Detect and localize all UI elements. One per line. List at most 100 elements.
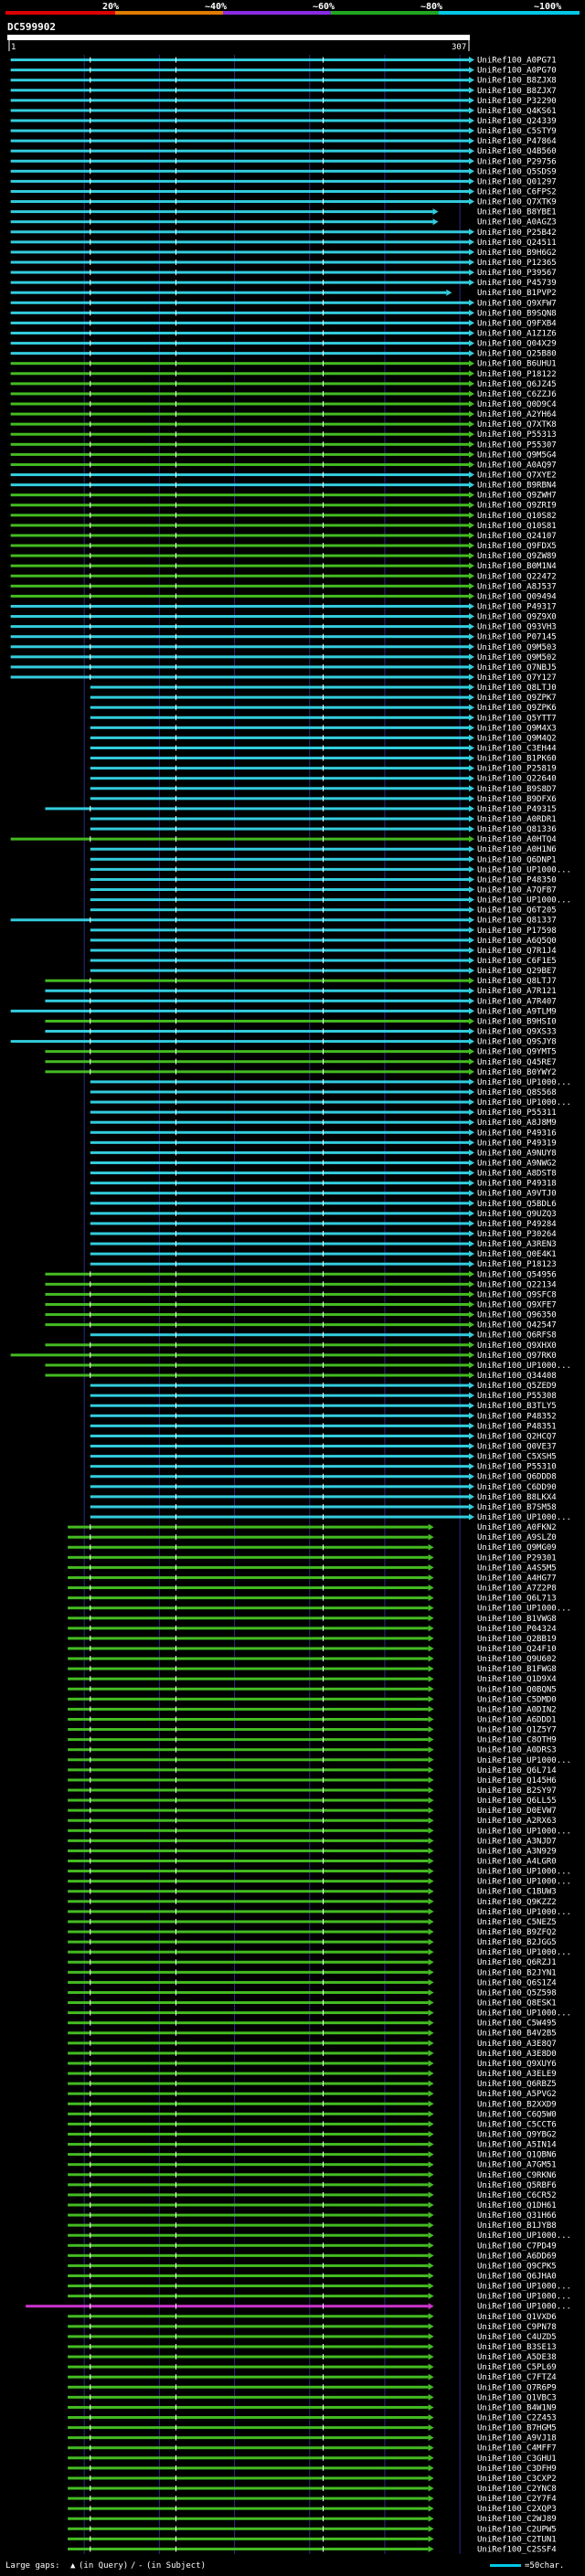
hit-bar[interactable] xyxy=(68,1930,429,1934)
hit-label[interactable]: UniRef100_Q1VBC3 xyxy=(477,2393,557,2402)
hit-label[interactable]: UniRef100_Q0E4K1 xyxy=(477,1250,557,1259)
hit-row[interactable]: UniRef100_A9NUY8 xyxy=(90,1149,557,1158)
hit-label[interactable]: UniRef100_Q5YTT7 xyxy=(477,714,557,723)
hit-row[interactable]: UniRef100_Q81337 xyxy=(10,917,557,926)
hit-row[interactable]: UniRef100_B2SY97 xyxy=(68,1786,557,1796)
hit-bar[interactable] xyxy=(68,2112,429,2115)
hit-bar[interactable] xyxy=(68,1818,429,1822)
hit-label[interactable]: UniRef100_Q1VXD6 xyxy=(477,2313,557,2322)
hit-row[interactable]: UniRef100_A1Z1Z6 xyxy=(10,330,557,339)
hit-bar[interactable] xyxy=(90,746,469,749)
hit-bar[interactable] xyxy=(68,1627,429,1630)
hit-bar[interactable] xyxy=(68,2537,429,2540)
hit-label[interactable]: UniRef100_Q7XTK9 xyxy=(477,198,557,207)
hit-bar[interactable] xyxy=(68,2153,429,2157)
hit-label[interactable]: UniRef100_UP1000... xyxy=(477,2303,571,2312)
hit-row[interactable]: UniRef100_A3REN3 xyxy=(90,1240,557,1249)
hit-label[interactable]: UniRef100_B9H6G2 xyxy=(477,249,557,258)
hit-label[interactable]: UniRef100_A7QFB7 xyxy=(477,886,557,896)
hit-label[interactable]: UniRef100_B3SE13 xyxy=(477,2343,557,2352)
hit-row[interactable]: UniRef100_B7HGM5 xyxy=(68,2424,557,2433)
hit-bar[interactable] xyxy=(68,1596,429,1600)
hit-label[interactable]: UniRef100_UP1000... xyxy=(477,1908,571,1917)
hit-label[interactable]: UniRef100_Q9ZWH7 xyxy=(477,492,557,501)
hit-label[interactable]: UniRef100_P25B42 xyxy=(477,228,557,238)
hit-label[interactable]: UniRef100_P48350 xyxy=(477,875,557,885)
hit-label[interactable]: UniRef100_Q9MG09 xyxy=(477,1543,557,1553)
hit-row[interactable]: UniRef100_C3CXP2 xyxy=(68,2475,557,2484)
hit-bar[interactable] xyxy=(90,685,469,689)
hit-label[interactable]: UniRef100_C2Y7F4 xyxy=(477,2495,557,2504)
hit-row[interactable]: UniRef100_Q24F10 xyxy=(68,1645,557,1654)
hit-bar[interactable] xyxy=(10,1040,469,1044)
hit-row[interactable]: UniRef100_UP1000... xyxy=(90,865,571,875)
hit-bar[interactable] xyxy=(10,119,469,122)
hit-row[interactable]: UniRef100_UP1000... xyxy=(68,1878,571,1887)
hit-bar[interactable] xyxy=(68,2426,429,2430)
hit-label[interactable]: UniRef100_B3TLY5 xyxy=(477,1402,557,1411)
hit-label[interactable]: UniRef100_A7Z2P8 xyxy=(477,1585,557,1594)
hit-row[interactable]: UniRef100_Q0D9C4 xyxy=(10,400,557,409)
hit-row[interactable]: UniRef100_UP1000... xyxy=(26,2303,571,2312)
hit-bar[interactable] xyxy=(10,129,469,133)
hit-label[interactable]: UniRef100_Q42547 xyxy=(477,1321,557,1330)
hit-row[interactable]: UniRef100_Q6RZJ1 xyxy=(68,1958,557,1967)
hit-row[interactable]: UniRef100_UP1000... xyxy=(68,2231,571,2241)
hit-bar[interactable] xyxy=(10,332,469,335)
hit-row[interactable]: UniRef100_C5CCT6 xyxy=(68,2120,557,2129)
hit-row[interactable]: UniRef100_Q22640 xyxy=(90,775,557,784)
hit-row[interactable]: UniRef100_Q45RE7 xyxy=(45,1058,557,1067)
hit-row[interactable]: UniRef100_B2JYN1 xyxy=(68,1968,557,1977)
hit-bar[interactable] xyxy=(45,807,469,811)
hit-row[interactable]: UniRef100_A6DD69 xyxy=(68,2252,557,2261)
hit-bar[interactable] xyxy=(68,1565,429,1569)
hit-row[interactable]: UniRef100_A0DIN2 xyxy=(68,1705,557,1714)
hit-label[interactable]: UniRef100_Q145H6 xyxy=(477,1776,557,1786)
hit-label[interactable]: UniRef100_Q9M502 xyxy=(477,653,557,663)
hit-label[interactable]: UniRef100_P55313 xyxy=(477,430,557,440)
hit-bar[interactable] xyxy=(68,1657,429,1660)
hit-label[interactable]: UniRef100_Q22472 xyxy=(477,572,557,581)
hit-bar[interactable] xyxy=(90,705,469,709)
hit-label[interactable]: UniRef100_C1BUW3 xyxy=(477,1888,557,1897)
hit-row[interactable]: UniRef100_Q7XTK8 xyxy=(10,420,557,429)
hit-row[interactable]: UniRef100_P49317 xyxy=(10,602,557,611)
hit-row[interactable]: UniRef100_UP1000... xyxy=(90,1513,571,1522)
hit-bar[interactable] xyxy=(90,1171,469,1175)
hit-label[interactable]: UniRef100_Q9CPK5 xyxy=(477,2262,557,2271)
hit-bar[interactable] xyxy=(68,2436,429,2440)
hit-label[interactable]: UniRef100_Q45RE7 xyxy=(477,1058,557,1067)
hit-bar[interactable] xyxy=(10,58,469,62)
hit-bar[interactable] xyxy=(10,402,469,406)
hit-bar[interactable] xyxy=(90,1212,469,1215)
hit-row[interactable]: UniRef100_Q7Y127 xyxy=(10,673,557,683)
hit-label[interactable]: UniRef100_Q6DDD8 xyxy=(477,1473,557,1482)
hit-label[interactable]: UniRef100_Q93VH3 xyxy=(477,623,557,632)
hit-label[interactable]: UniRef100_B8ZJX7 xyxy=(477,87,557,96)
hit-label[interactable]: UniRef100_Q0VE37 xyxy=(477,1443,557,1452)
hit-bar[interactable] xyxy=(10,462,469,466)
hit-row[interactable]: UniRef100_UP1000... xyxy=(90,1078,571,1087)
hit-label[interactable]: UniRef100_C2UPW5 xyxy=(477,2525,557,2534)
hit-row[interactable]: UniRef100_C3DFH9 xyxy=(68,2465,557,2474)
hit-row[interactable]: UniRef100_UP1000... xyxy=(90,1098,571,1108)
hit-bar[interactable] xyxy=(68,1748,429,1752)
hit-label[interactable]: UniRef100_C9RKN6 xyxy=(477,2171,557,2180)
hit-label[interactable]: UniRef100_C3GHU1 xyxy=(477,2454,557,2464)
hit-bar[interactable] xyxy=(45,1070,469,1074)
hit-row[interactable]: UniRef100_UP1000... xyxy=(68,1908,571,1917)
hit-row[interactable]: UniRef100_P48351 xyxy=(90,1422,557,1431)
hit-bar[interactable] xyxy=(68,1940,429,1944)
hit-label[interactable]: UniRef100_C3DFH9 xyxy=(477,2465,557,2474)
hit-bar[interactable] xyxy=(10,352,469,355)
hit-row[interactable]: UniRef100_UP1000... xyxy=(68,1756,571,1765)
hit-bar[interactable] xyxy=(10,392,469,396)
hit-row[interactable]: UniRef100_UP1000... xyxy=(68,1827,571,1836)
hit-label[interactable]: UniRef100_Q22134 xyxy=(477,1280,557,1289)
hit-label[interactable]: UniRef100_A3E8D0 xyxy=(477,2050,557,2059)
hit-row[interactable]: UniRef100_A5IN14 xyxy=(68,2141,557,2150)
hit-row[interactable]: UniRef100_B2XXD9 xyxy=(68,2100,557,2109)
hit-row[interactable]: UniRef100_C8OTH9 xyxy=(68,1736,557,1745)
hit-label[interactable]: UniRef100_C5NEZ5 xyxy=(477,1918,557,1927)
hit-label[interactable]: UniRef100_A0DRS3 xyxy=(477,1746,557,1755)
